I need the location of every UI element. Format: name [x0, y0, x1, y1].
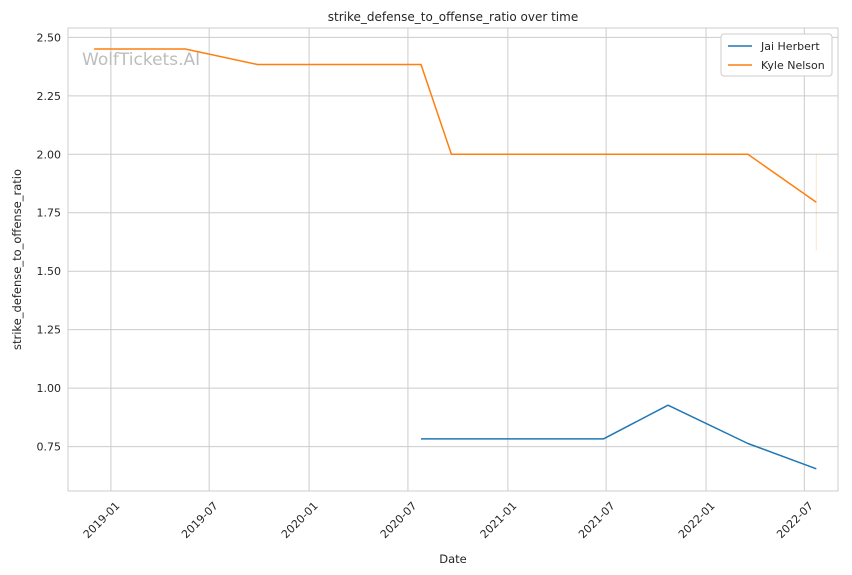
chart-title: strike_defense_to_offense_ratio over tim…	[328, 10, 578, 24]
x-tick-label: 2021-01	[478, 499, 520, 541]
y-tick-label: 0.75	[37, 441, 62, 454]
series-line-kyle-nelson	[94, 48, 817, 203]
series-layer	[94, 48, 817, 470]
y-tick-label: 2.50	[37, 31, 62, 44]
x-tick-label: 2020-07	[378, 499, 420, 541]
x-tick-labels: 2019-01 2019-07 2020-01 2020-07 2021-01 2021-…	[81, 499, 816, 541]
y-tick-label: 1.75	[37, 207, 62, 220]
x-axis-label: Date	[439, 552, 467, 566]
x-tick-label: 2021-07	[576, 499, 618, 541]
y-tick-label: 2.00	[37, 148, 62, 161]
y-tick-label: 1.00	[37, 382, 62, 395]
y-axis-label: strike_defense_to_offense_ratio	[10, 169, 24, 350]
x-tick-label: 2019-01	[81, 499, 123, 541]
y-tick-label: 2.25	[37, 90, 62, 103]
grid-lines	[68, 28, 838, 491]
legend-label-kyle-nelson: Kyle Nelson	[761, 59, 825, 72]
legend-label-jai-herbert: Jai Herbert	[760, 40, 820, 53]
x-tick-label: 2019-07	[179, 499, 221, 541]
y-tick-label: 1.25	[37, 324, 62, 337]
plot-area-frame	[67, 27, 839, 492]
series-line-jai-herbert	[421, 404, 817, 470]
x-tick-label: 2022-07	[774, 499, 816, 541]
y-tick-label: 1.50	[37, 265, 62, 278]
x-tick-label: 2022-01	[676, 499, 718, 541]
legend: Jai Herbert Kyle Nelson	[720, 33, 833, 77]
y-tick-labels: 0.75 1.00 1.25 1.50 1.75 2.00 2.25 2.50	[37, 31, 62, 453]
watermark-text: WolfTickets.AI	[82, 50, 200, 70]
x-tick-label: 2020-01	[279, 499, 321, 541]
